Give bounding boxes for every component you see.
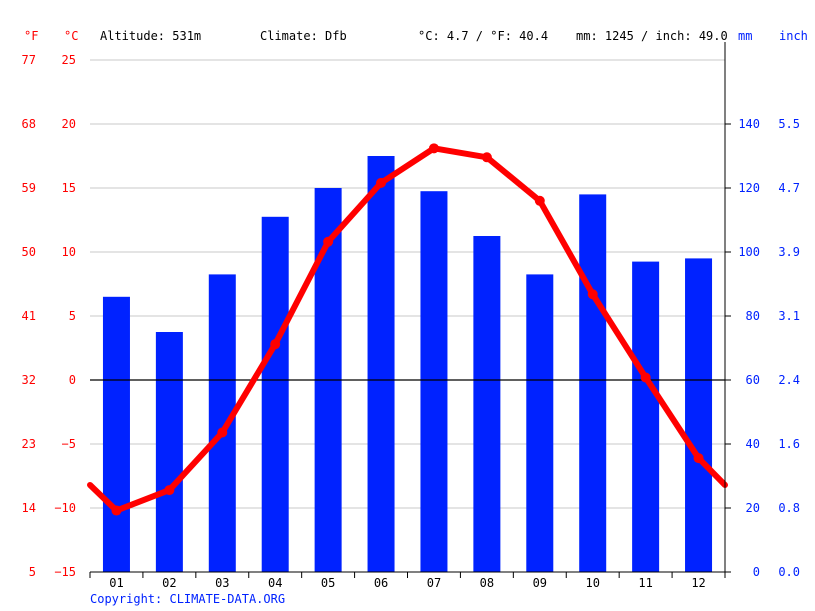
tick-x-12: 12 bbox=[691, 576, 705, 590]
tick-left-f-7: 14 bbox=[22, 501, 36, 515]
precip-bar-07 bbox=[420, 191, 448, 572]
tick-x-04: 04 bbox=[268, 576, 282, 590]
temp-point-09 bbox=[534, 195, 545, 206]
tick-left-f-1: 68 bbox=[22, 117, 36, 131]
precip-bar-08 bbox=[473, 236, 501, 572]
temp-point-01 bbox=[111, 505, 122, 516]
temp-point-03 bbox=[217, 427, 228, 438]
temp-average-label: °C: 4.7 / °F: 40.4 bbox=[418, 29, 548, 43]
tick-x-05: 05 bbox=[321, 576, 335, 590]
tick-x-02: 02 bbox=[162, 576, 176, 590]
tick-left-f-8: 5 bbox=[29, 565, 36, 579]
temp-point-04 bbox=[270, 339, 281, 350]
left-unit-c: °C bbox=[64, 29, 78, 43]
tick-left-c-8: −15 bbox=[54, 565, 76, 579]
tick-left-c-7: −10 bbox=[54, 501, 76, 515]
tick-right-mm-7: 0 bbox=[753, 565, 760, 579]
tick-left-f-2: 59 bbox=[22, 181, 36, 195]
precip-bar-09 bbox=[526, 274, 554, 572]
tick-left-c-5: 0 bbox=[69, 373, 76, 387]
tick-left-f-3: 50 bbox=[22, 245, 36, 259]
tick-x-10: 10 bbox=[585, 576, 599, 590]
temp-point-11 bbox=[640, 372, 651, 383]
tick-left-c-4: 5 bbox=[69, 309, 76, 323]
tick-x-09: 09 bbox=[533, 576, 547, 590]
tick-right-inch-7: 0.0 bbox=[778, 565, 800, 579]
tick-right-mm-4: 60 bbox=[746, 373, 760, 387]
tick-x-06: 06 bbox=[374, 576, 388, 590]
left-unit-f: °F bbox=[24, 29, 38, 43]
tick-right-mm-0: 140 bbox=[738, 117, 760, 131]
temp-point-10 bbox=[587, 289, 598, 300]
tick-left-c-2: 15 bbox=[62, 181, 76, 195]
tick-right-inch-0: 5.5 bbox=[778, 117, 800, 131]
tick-left-c-6: −5 bbox=[62, 437, 76, 451]
tick-left-c-0: 25 bbox=[62, 53, 76, 67]
tick-left-c-3: 10 bbox=[62, 245, 76, 259]
tick-x-08: 08 bbox=[480, 576, 494, 590]
temp-point-07 bbox=[428, 143, 439, 154]
right-unit-inch: inch bbox=[779, 29, 808, 43]
precip-bar-06 bbox=[367, 156, 395, 572]
precip-bar-11 bbox=[632, 261, 660, 572]
tick-x-03: 03 bbox=[215, 576, 229, 590]
temp-point-12 bbox=[693, 453, 704, 464]
temp-point-02 bbox=[164, 485, 175, 496]
right-unit-mm: mm bbox=[738, 29, 752, 43]
tick-x-01: 01 bbox=[109, 576, 123, 590]
temperature-line bbox=[87, 145, 728, 514]
tick-right-inch-1: 4.7 bbox=[778, 181, 800, 195]
precip-average-label: mm: 1245 / inch: 49.0 bbox=[576, 29, 728, 43]
climate-label: Climate: Dfb bbox=[260, 29, 347, 43]
tick-right-mm-2: 100 bbox=[738, 245, 760, 259]
tick-left-f-6: 23 bbox=[22, 437, 36, 451]
tick-left-f-5: 32 bbox=[22, 373, 36, 387]
temp-point-06 bbox=[376, 177, 387, 188]
tick-right-inch-2: 3.9 bbox=[778, 245, 800, 259]
tick-right-inch-6: 0.8 bbox=[778, 501, 800, 515]
tick-right-mm-1: 120 bbox=[738, 181, 760, 195]
tick-right-inch-4: 2.4 bbox=[778, 373, 800, 387]
tick-right-inch-3: 3.1 bbox=[778, 309, 800, 323]
tick-right-mm-6: 20 bbox=[746, 501, 760, 515]
tick-right-inch-5: 1.6 bbox=[778, 437, 800, 451]
precip-bar-12 bbox=[685, 258, 713, 572]
tick-x-07: 07 bbox=[427, 576, 441, 590]
tick-right-mm-3: 80 bbox=[746, 309, 760, 323]
tick-left-f-4: 41 bbox=[22, 309, 36, 323]
copyright-text: Copyright: CLIMATE-DATA.ORG bbox=[90, 592, 285, 606]
tick-right-mm-5: 40 bbox=[746, 437, 760, 451]
altitude-label: Altitude: 531m bbox=[100, 29, 201, 43]
precip-bar-04 bbox=[261, 216, 289, 573]
tick-left-f-0: 77 bbox=[22, 53, 36, 67]
precip-bar-03 bbox=[208, 274, 236, 572]
precip-bar-10 bbox=[579, 194, 607, 572]
precip-bar-02 bbox=[155, 332, 183, 572]
precip-bar-01 bbox=[102, 296, 130, 572]
tick-left-c-1: 20 bbox=[62, 117, 76, 131]
temp-point-08 bbox=[481, 152, 492, 163]
tick-x-11: 11 bbox=[638, 576, 652, 590]
temp-point-05 bbox=[323, 236, 334, 247]
